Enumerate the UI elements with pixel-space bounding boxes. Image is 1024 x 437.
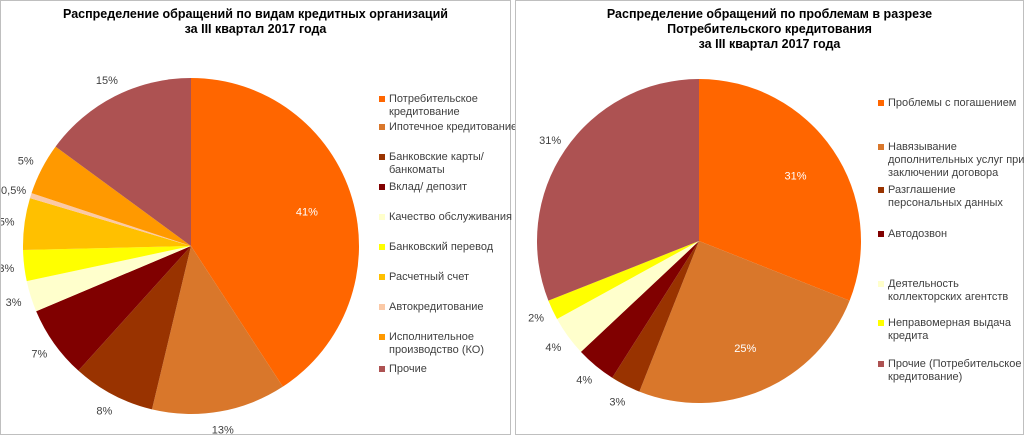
legend-item: Потребительское кредитование (379, 93, 529, 119)
legend-label: Качество обслуживания (389, 211, 512, 223)
legend-label: Потребительское кредитование (389, 93, 478, 118)
data-label: 4% (576, 375, 592, 387)
pie-slice (612, 241, 699, 392)
legend-label: Прочие (Потребительское кредитование) (888, 358, 1022, 383)
legend-item: Ипотечное кредитование (379, 121, 529, 134)
legend-item: Банковский перевод (379, 241, 529, 254)
legend-item: Автокредитование (379, 301, 529, 314)
legend-item: Разглашение персональных данных (878, 184, 1024, 210)
data-label: 13% (212, 424, 234, 436)
legend-label: Автодозвон (888, 228, 948, 240)
legend-item: Расчетный счет (379, 271, 529, 284)
legend-item: Прочие (379, 363, 529, 376)
pie-slice (23, 198, 191, 250)
legend-item: Автодозвон (878, 228, 1024, 241)
pie-slice (580, 241, 699, 378)
legend-swatch (878, 187, 884, 193)
legend-swatch (878, 320, 884, 326)
data-label: 31% (539, 135, 561, 147)
legend-swatch (878, 361, 884, 367)
pie-slice (31, 146, 191, 246)
legend-swatch (379, 124, 385, 130)
data-label: 8% (96, 406, 112, 418)
chart-panel-credit-organizations: Распределение обращений по видам кредитн… (0, 0, 517, 436)
data-label: 5% (18, 156, 34, 168)
legend-item: Прочие (Потребительское кредитование) (878, 358, 1024, 384)
pie-slice (191, 78, 360, 387)
pie-slice (36, 246, 191, 371)
legend-swatch (379, 366, 385, 372)
legend-swatch (379, 184, 385, 190)
legend-item: Неправомерная выдача кредита (878, 317, 1024, 343)
data-label: 4% (545, 342, 561, 354)
pie-slice (78, 246, 191, 410)
legend-label: Банковский перевод (389, 241, 494, 253)
legend-item: Навязывание дополнительных услуг при зак… (878, 141, 1024, 180)
legend-swatch (878, 231, 884, 237)
legend-swatch (379, 214, 385, 220)
legend-label: Деятельность коллекторских агентств (888, 278, 1009, 303)
data-label: 5% (1, 216, 15, 228)
data-label: 3% (609, 396, 625, 408)
pie-slice (23, 246, 191, 282)
legend-item: Банковские карты/банкоматы (379, 151, 529, 177)
data-label: 7% (31, 349, 47, 361)
data-label: 41% (296, 207, 318, 219)
legend-swatch (379, 304, 385, 310)
pie-slice (537, 79, 699, 301)
pie-slice (639, 241, 850, 403)
legend-swatch (878, 281, 884, 287)
legend-swatch (379, 244, 385, 250)
legend-swatch (878, 144, 884, 150)
legend-swatch (379, 274, 385, 280)
data-label: 31% (784, 170, 806, 182)
legend-swatch (878, 100, 884, 106)
legend-label: Автокредитование (389, 301, 484, 313)
legend-label: Разглашение персональных данных (888, 184, 1003, 209)
legend-item: Проблемы с погашением (878, 97, 1024, 110)
chart-title: Распределение обращений по видам кредитн… (63, 7, 448, 36)
legend-item: Качество обслуживания (379, 211, 529, 224)
legend-label: Неправомерная выдача кредита (888, 317, 1011, 342)
legend-swatch (379, 96, 385, 102)
legend-label: Навязывание дополнительных услуг при зак… (888, 141, 1024, 179)
data-label: 2% (528, 313, 544, 325)
chart-title: Распределение обращений по проблемам в р… (606, 7, 933, 51)
legend-label: Ипотечное кредитование (389, 121, 518, 133)
data-label: 0,5% (1, 185, 26, 197)
legend-item: Исполнительное производство (КО) (379, 331, 529, 357)
legend-label: Банковские карты/банкоматы (389, 151, 484, 176)
pie-slice (151, 246, 283, 415)
pie-slice (26, 246, 191, 312)
legend-label: Прочие (389, 363, 427, 375)
legend-item: Вклад/ депозит (379, 181, 529, 194)
legend-label: Исполнительное производство (КО) (389, 331, 484, 356)
legend-label: Вклад/ депозит (389, 181, 468, 193)
data-label: 3% (1, 263, 14, 275)
legend-swatch (379, 154, 385, 160)
legend-item: Деятельность коллекторских агентств (878, 278, 1024, 304)
pie-slice (699, 79, 861, 301)
pie-slice (548, 241, 699, 320)
pie-slice (55, 78, 192, 246)
legend-label: Расчетный счет (389, 271, 470, 283)
pie-chart: 41% 13% 8% 7% 3% 3% 5% 0,5% 5% 15% (1, 75, 360, 436)
data-label: 3% (6, 297, 22, 309)
pie-slice (557, 241, 699, 352)
data-label: 15% (96, 75, 118, 87)
legend-label: Проблемы с погашением (888, 97, 1017, 109)
data-label: 25% (734, 343, 756, 355)
legend-swatch (379, 334, 385, 340)
pie-chart: 31% 25% 3% 4% 4% 2% 31% (528, 79, 861, 408)
chart-panel-consumer-credit-problems: Распределение обращений по проблемам в р… (515, 0, 1024, 435)
pie-slice (29, 193, 191, 246)
